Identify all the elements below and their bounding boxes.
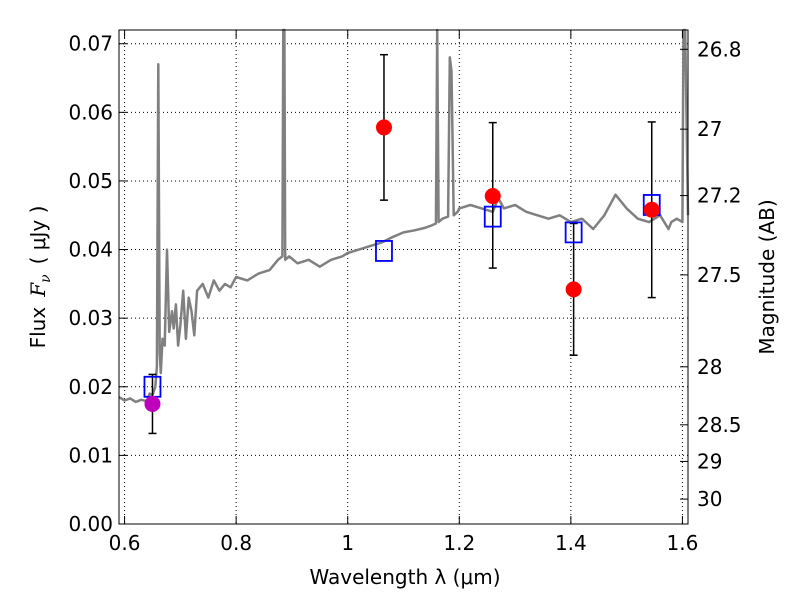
upper-limit-point [144, 395, 161, 412]
y2-tick-label: 27.2 [697, 184, 742, 208]
x-tick-label: 1.6 [667, 531, 699, 555]
grid-lines [119, 30, 688, 524]
y-tick-label: 0.01 [68, 443, 113, 467]
spectrum-line [118, 28, 690, 404]
y2-tick-label: 27 [697, 117, 722, 141]
y2-tick-label: 28.5 [697, 413, 742, 437]
y-axis-label: Flux Fν ( μJy ) [26, 206, 54, 349]
y2-tick-label: 29 [697, 449, 722, 473]
observed-photometry-point [643, 201, 660, 218]
y-tick-label: 0.04 [68, 238, 113, 262]
plot-area [119, 30, 688, 524]
axis-ticks: 0.6 0.8 1 1.2 1.4 1.6 0.00 0.01 0.02 0.03 0.04 0.05… [68, 30, 742, 555]
plot-frame [118, 29, 689, 525]
y2-tick-label: 28 [697, 355, 722, 379]
observed-photometry-point [484, 188, 501, 205]
observed-photometry-point [375, 119, 392, 136]
y-tick-label: 0.06 [68, 100, 113, 124]
x-tick-label: 1.4 [555, 531, 587, 555]
y-axis-label-symbol: F [26, 282, 50, 298]
y-axis-label-subscript: ν [38, 274, 54, 283]
observed-photometry-point [565, 281, 582, 298]
y2-tick-label: 26.8 [697, 37, 742, 61]
model-photometry-square [483, 205, 502, 228]
y-tick-label: 0.07 [68, 32, 113, 56]
plot-background [119, 30, 688, 524]
y2-tick-label: 27.5 [697, 263, 742, 287]
y-tick-label: 0.02 [68, 375, 113, 399]
y-tick-label: 0.00 [68, 512, 113, 536]
x-axis-label: Wavelength λ (μm) [309, 565, 500, 589]
y-tick-label: 0.05 [68, 169, 113, 193]
data-markers [143, 119, 661, 412]
x-tick-label: 0.8 [220, 531, 252, 555]
model-photometry-square [564, 221, 583, 244]
spectrum-line-group [118, 28, 690, 404]
axes-frame [118, 29, 689, 525]
model-photometry-square [375, 240, 393, 262]
x-tick-label: 1 [341, 531, 354, 555]
y-axis-label-unit: ( μJy ) [26, 206, 50, 265]
y-tick-label: 0.03 [68, 306, 113, 330]
y-axis-label-prefix: Flux [26, 307, 50, 349]
x-tick-label: 0.6 [109, 531, 141, 555]
x-tick-label: 1.2 [443, 531, 475, 555]
y2-tick-label: 30 [697, 487, 722, 511]
secondary-y-axis-label: Magnitude (AB) [755, 199, 779, 354]
